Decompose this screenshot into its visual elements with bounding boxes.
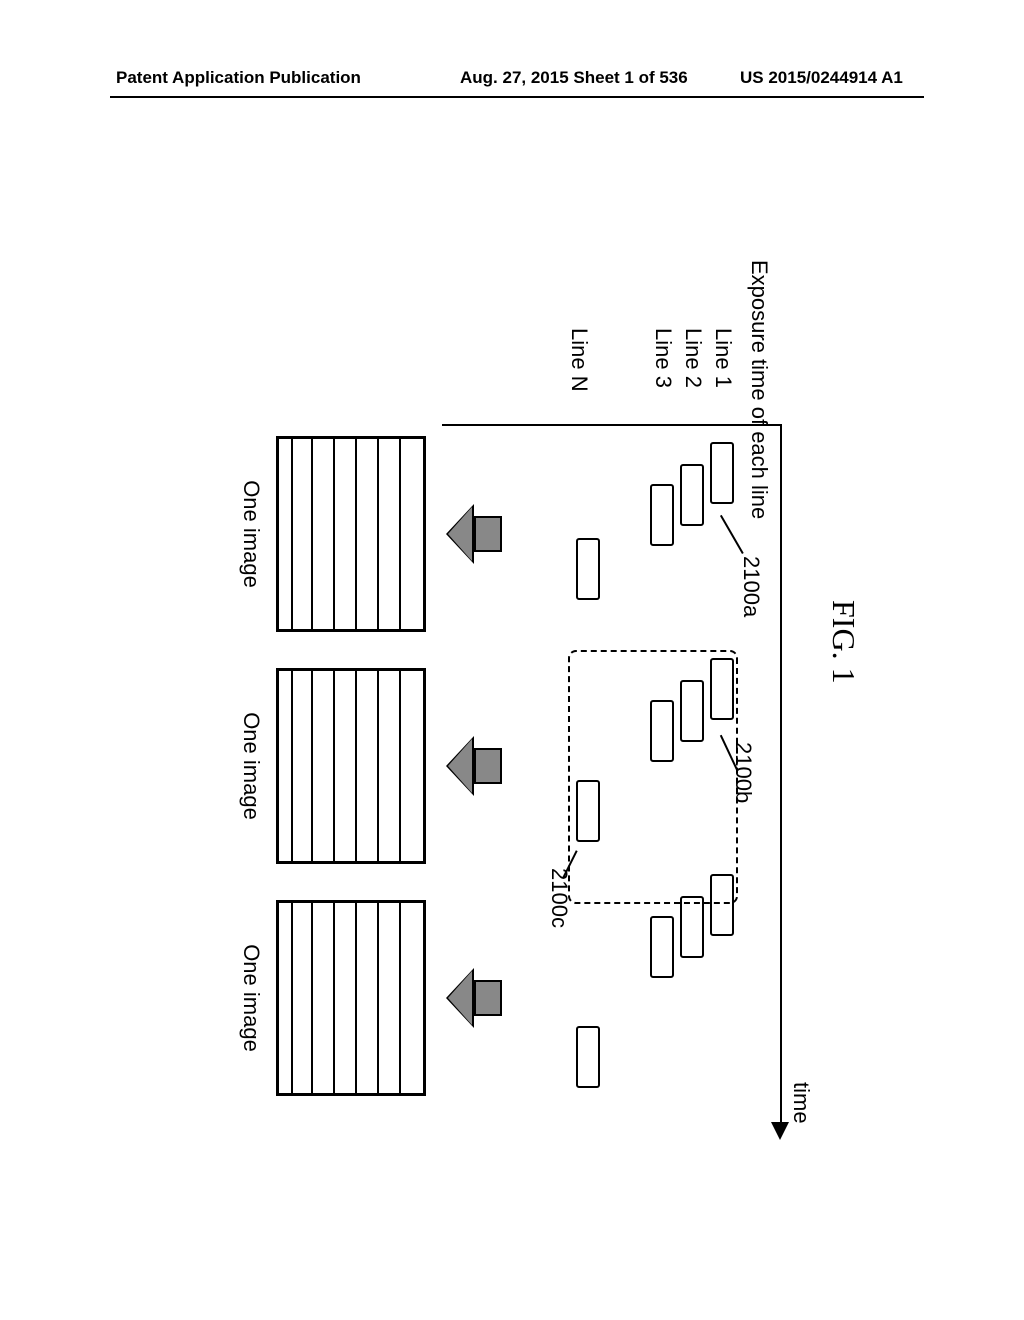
annotation-label: 2100b [730, 742, 756, 803]
time-axis-label: time [788, 1082, 814, 1124]
exposure-rect [650, 484, 674, 546]
annotation-leader [720, 515, 744, 554]
x-axis-arrowhead-icon [771, 1122, 789, 1140]
down-arrow-icon [446, 748, 502, 784]
line-label-2: Line 2 [680, 328, 706, 388]
output-image-box [276, 668, 426, 864]
exposure-label: Exposure time of each line [746, 260, 772, 519]
output-image-box [276, 900, 426, 1096]
header-rule [110, 96, 924, 98]
down-arrow-icon [446, 980, 502, 1016]
one-image-label: One image [238, 900, 264, 1096]
header-mid: Aug. 27, 2015 Sheet 1 of 536 [460, 68, 688, 88]
one-image-label: One image [238, 436, 264, 632]
exposure-rect [680, 464, 704, 526]
one-image-label: One image [238, 668, 264, 864]
header-right: US 2015/0244914 A1 [740, 68, 903, 88]
exposure-rect [710, 442, 734, 504]
exposure-rect [650, 916, 674, 978]
header-left: Patent Application Publication [116, 68, 361, 88]
figure-1: FIG. 1 time Exposure time of each line L… [152, 220, 872, 1220]
figure-title: FIG. 1 [825, 600, 862, 684]
frame-dashed-box [568, 650, 738, 904]
exposure-rect [680, 896, 704, 958]
annotation-label: 2100a [738, 556, 764, 617]
x-axis [780, 424, 782, 1130]
down-arrow-icon [446, 516, 502, 552]
output-image-box [276, 436, 426, 632]
exposure-rect [576, 1026, 600, 1088]
y-axis [442, 424, 782, 426]
exposure-rect [576, 538, 600, 600]
annotation-label: 2100c [546, 868, 572, 928]
line-label-4: Line N [566, 328, 592, 392]
line-label-1: Line 1 [710, 328, 736, 388]
line-label-3: Line 3 [650, 328, 676, 388]
